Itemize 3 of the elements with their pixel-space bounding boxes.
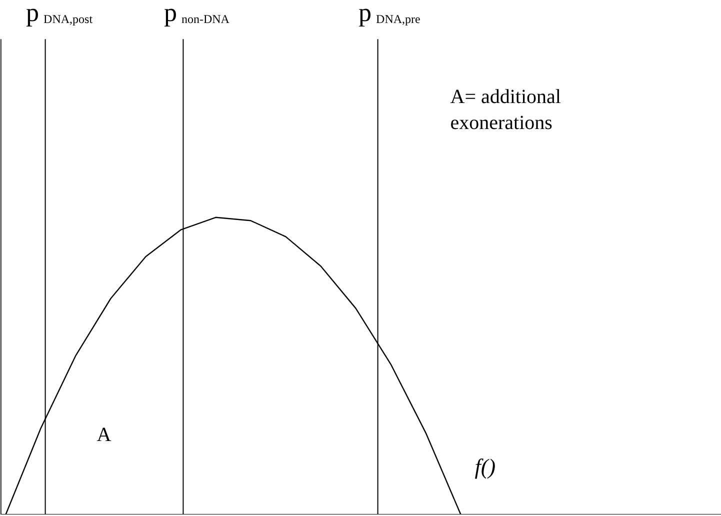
text: A= additional exonerations	[450, 86, 562, 134]
series-label: f()	[474, 454, 496, 479]
annotation: A	[96, 424, 112, 446]
